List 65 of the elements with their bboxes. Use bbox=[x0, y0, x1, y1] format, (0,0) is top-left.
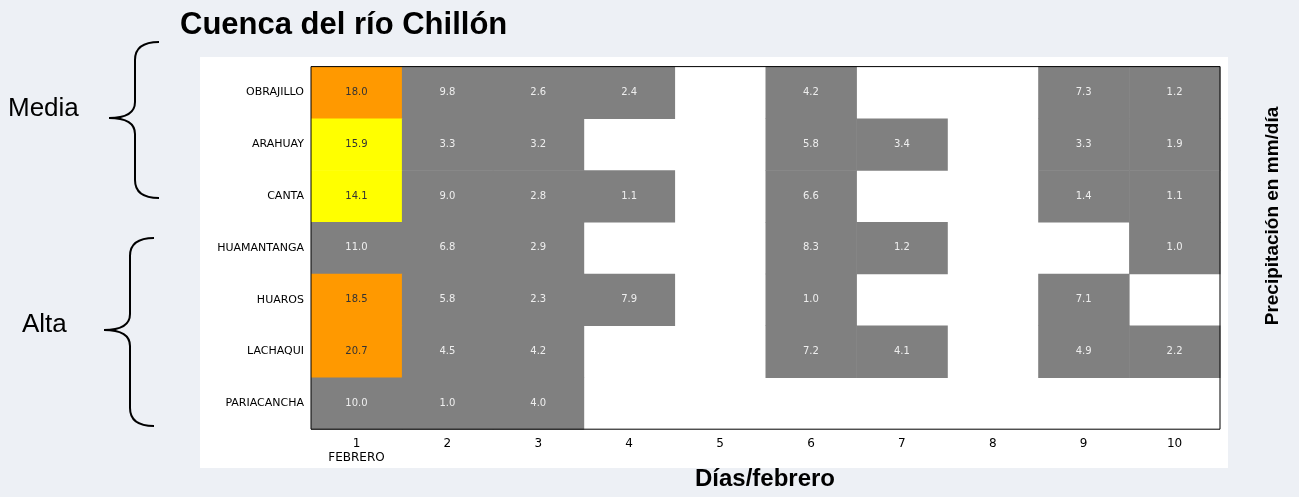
data-label: 20.7 bbox=[345, 345, 368, 357]
data-label: 3.3 bbox=[1075, 137, 1092, 149]
y-tick-label: CANTA bbox=[267, 188, 305, 202]
data-label: 4.2 bbox=[530, 345, 547, 357]
data-label: 5.8 bbox=[803, 137, 819, 149]
y-tick-label: LACHAQUI bbox=[247, 344, 304, 358]
data-label: 7.3 bbox=[1075, 86, 1092, 98]
x-tick-label: 3 bbox=[534, 435, 543, 450]
data-label: 7.1 bbox=[1075, 293, 1092, 305]
text: Alta bbox=[22, 308, 67, 339]
x-tick-label: 8 bbox=[988, 435, 997, 450]
y-tick-label: ARAHUAY bbox=[252, 137, 305, 151]
data-label: 2.6 bbox=[530, 86, 547, 98]
y-tick-label: HUAROS bbox=[256, 292, 305, 306]
x-tick-label: 2 bbox=[443, 435, 452, 450]
data-label: 2.8 bbox=[530, 189, 547, 201]
data-label: 1.1 bbox=[621, 189, 638, 201]
data-label: 2.2 bbox=[1166, 345, 1183, 357]
data-label: 1.1 bbox=[1166, 189, 1183, 201]
data-label: 1.0 bbox=[1166, 241, 1183, 253]
data-label: 15.9 bbox=[345, 137, 368, 149]
data-label: 1.2 bbox=[893, 241, 910, 253]
x-tick-label: 6 bbox=[807, 435, 815, 450]
data-label: 5.8 bbox=[439, 293, 456, 305]
x-axis-title: Días/febrero bbox=[693, 464, 837, 492]
data-label: 3.2 bbox=[530, 137, 547, 149]
data-label: 3.4 bbox=[893, 137, 910, 149]
data-label: 4.5 bbox=[439, 345, 456, 357]
x-tick-label: 5 bbox=[716, 435, 724, 450]
data-label: 7.2 bbox=[803, 345, 819, 357]
data-label: 4.2 bbox=[803, 86, 819, 98]
data-label: 6.6 bbox=[803, 189, 819, 201]
data-label: 9.8 bbox=[439, 86, 456, 98]
y-tick-label: PARIACANCHA bbox=[225, 396, 305, 410]
data-label: 10.0 bbox=[345, 396, 368, 408]
data-label: 2.9 bbox=[530, 241, 547, 253]
data-label: 9.0 bbox=[439, 189, 456, 201]
data-label: 1.2 bbox=[1166, 86, 1183, 98]
data-label: 14.1 bbox=[345, 189, 368, 201]
chart-title: Cuenca del río Chillón bbox=[180, 6, 508, 42]
text: Media bbox=[8, 92, 79, 123]
data-label: 6.8 bbox=[439, 241, 456, 253]
data-label: 1.9 bbox=[1166, 137, 1183, 149]
x-tick-label: 1 FEBRERO bbox=[328, 435, 385, 464]
y-tick-label: HUAMANTANGA bbox=[217, 240, 305, 254]
y2-axis-title: Precipitación en mm/día bbox=[1261, 106, 1283, 326]
data-label: 11.0 bbox=[345, 241, 368, 253]
x-tick-label: 9 bbox=[1079, 435, 1088, 450]
data-label: 4.9 bbox=[1075, 345, 1092, 357]
data-label: 18.0 bbox=[345, 86, 368, 98]
data-label: 4.0 bbox=[530, 396, 547, 408]
data-label: 1.0 bbox=[803, 293, 819, 305]
data-label: 1.0 bbox=[439, 396, 456, 408]
data-label: 2.4 bbox=[621, 86, 638, 98]
data-label: 8.3 bbox=[803, 241, 819, 253]
data-label: 7.9 bbox=[621, 293, 638, 305]
data-label: 1.4 bbox=[1075, 189, 1092, 201]
data-label: 18.5 bbox=[345, 293, 368, 305]
data-label: 3.3 bbox=[439, 137, 456, 149]
x-tick-label: 4 bbox=[625, 435, 633, 450]
data-label: 2.3 bbox=[530, 293, 547, 305]
x-tick-label: 10 bbox=[1166, 435, 1183, 450]
y-tick-label: OBRAJILLO bbox=[246, 85, 305, 99]
x-tick-label: 7 bbox=[898, 435, 906, 450]
data-label: 4.1 bbox=[893, 345, 910, 357]
